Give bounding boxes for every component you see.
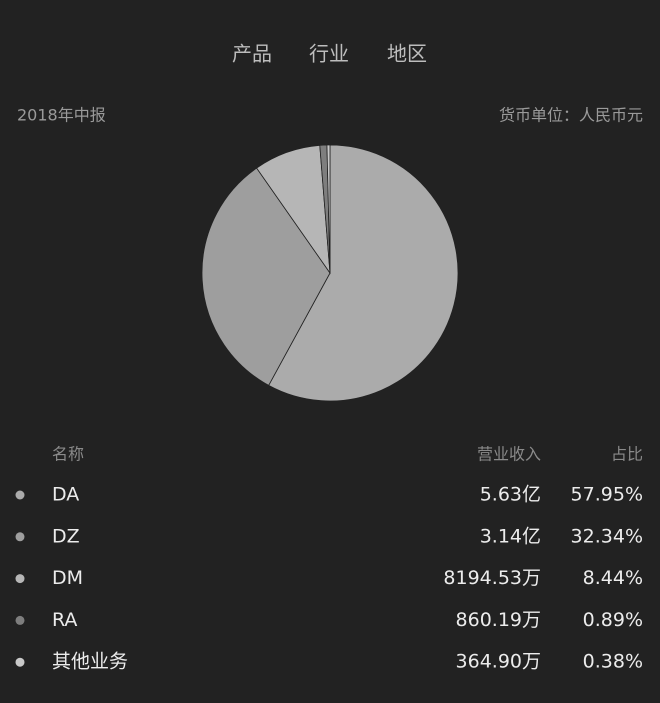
row-share: 8.44% — [583, 567, 643, 589]
tab[interactable]: 产品 — [232, 42, 272, 66]
legend-dot — [15, 574, 25, 584]
row-share: 0.38% — [583, 651, 643, 673]
row-name: RA — [52, 609, 77, 631]
header-name: 名称 — [52, 445, 84, 464]
tab[interactable]: 地区 — [387, 42, 427, 66]
row-share: 57.95% — [571, 484, 643, 506]
pie-slice — [201, 167, 331, 386]
header-share: 占比 — [611, 445, 643, 464]
row-name: 其他业务 — [52, 651, 128, 673]
row-revenue: 860.19万 — [456, 609, 541, 631]
row-revenue: 8194.53万 — [443, 567, 541, 589]
unit: 货币单位：人民币元 — [499, 106, 643, 125]
legend-dot — [15, 657, 25, 667]
period: 2018年中报 — [17, 106, 106, 125]
row-share: 0.89% — [583, 609, 643, 631]
pie-slice — [268, 144, 459, 402]
row-name: DM — [52, 567, 83, 589]
pie-slice — [326, 144, 331, 274]
row-share: 32.34% — [571, 525, 643, 547]
legend-dot — [15, 532, 25, 542]
tab[interactable]: 行业 — [309, 42, 349, 66]
header-revenue: 营业收入 — [477, 445, 541, 464]
row-revenue: 364.90万 — [456, 651, 541, 673]
row-revenue: 3.14亿 — [480, 525, 541, 547]
legend-dot — [15, 490, 25, 500]
row-revenue: 5.63亿 — [480, 484, 541, 506]
legend-dot — [15, 615, 25, 625]
row-name: DZ — [52, 525, 80, 547]
row-name: DA — [52, 484, 79, 506]
